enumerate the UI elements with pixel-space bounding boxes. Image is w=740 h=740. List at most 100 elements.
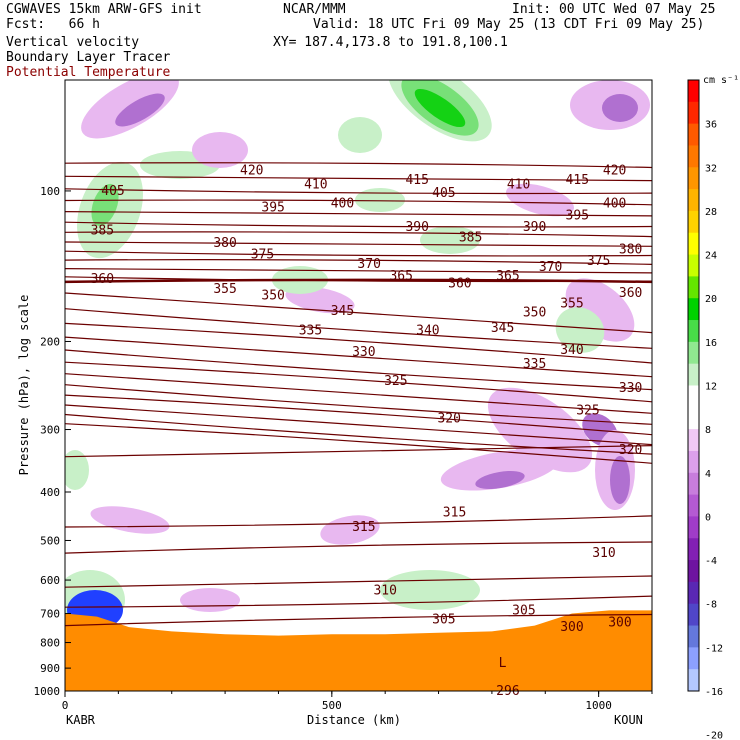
colorbar-segment [688, 189, 699, 212]
contour-label: 345 [331, 304, 354, 319]
velocity-blob [610, 456, 630, 504]
y-tick-label: 800 [40, 637, 60, 650]
colorbar-label: 12 [705, 382, 717, 393]
colorbar-label: 20 [705, 294, 717, 305]
y-tick-label: 600 [40, 574, 60, 587]
contour-label: 360 [448, 276, 471, 291]
theta-contour-line [65, 394, 652, 436]
colorbar-segment [688, 101, 699, 125]
colorbar-label: 32 [705, 163, 717, 174]
velocity-blob [65, 450, 89, 490]
colorbar-segment [688, 210, 699, 234]
x-axis-label: Distance (km) [307, 713, 401, 727]
contour-label: 380 [619, 243, 642, 258]
contour-label: 340 [416, 323, 439, 338]
contour-label: 310 [592, 546, 615, 561]
colorbar-segment [688, 625, 699, 648]
velocity-blob [320, 515, 380, 545]
y-tick-label: 1000 [34, 685, 61, 698]
theta-contour-line [65, 541, 652, 554]
y-tick-label: 700 [40, 608, 60, 621]
contour-label: 305 [512, 603, 535, 618]
colorbar-segment [688, 647, 699, 670]
contour-label: 420 [240, 163, 263, 178]
theta-contour-line [65, 349, 652, 391]
theta-contour-line [65, 188, 652, 195]
colorbar-segment [688, 581, 699, 605]
velocity-blob [355, 188, 405, 212]
contour-label: 340 [560, 343, 583, 358]
y-tick-label: 200 [40, 335, 60, 348]
theta-contour-line [65, 595, 652, 608]
contour-label: 375 [251, 247, 274, 262]
contour-label: 325 [576, 404, 599, 419]
velocity-blob [555, 307, 605, 353]
contour-label: 380 [213, 236, 236, 251]
colorbar-label: -12 [705, 643, 723, 654]
theta-contour-line [65, 211, 652, 217]
contour-label: 330 [352, 345, 375, 360]
contour-label: 390 [405, 220, 428, 235]
contour-label: L [499, 656, 507, 671]
theta-contour-labels: 420 420 410 410 415 415 405 405 400 400 395 395 390 3… [91, 163, 643, 699]
y-tick-label: 100 [40, 185, 60, 198]
contour-label: 360 [91, 272, 114, 287]
velocity-blob [90, 506, 170, 534]
colorbar-label: -16 [705, 687, 723, 698]
contour-label: 355 [560, 297, 583, 312]
colorbar-segment [688, 407, 699, 430]
contour-label: 300 [560, 620, 583, 635]
colorbar-segment [688, 560, 699, 583]
colorbar-label: 0 [705, 512, 711, 523]
theta-contour-line [65, 162, 652, 169]
contour-label: 375 [587, 254, 610, 269]
colorbar-segment [688, 538, 699, 561]
theta-contour-line [65, 175, 652, 182]
colorbar-segment [688, 363, 699, 386]
init-time: Init: 00 UTC Wed 07 May 25 [512, 2, 716, 17]
colorbar-segment [688, 494, 699, 517]
colorbar-segment [688, 145, 699, 168]
contour-label: 335 [523, 357, 546, 372]
theta-contour-line [65, 404, 652, 446]
field-potential-temperature: Potential Temperature [6, 65, 171, 80]
theta-contour-line [65, 445, 652, 458]
velocity-blob [475, 471, 525, 489]
contour-label: 345 [491, 321, 514, 336]
contour-label: 365 [496, 269, 519, 284]
velocity-blob [180, 588, 240, 612]
velocity-blob [487, 387, 593, 473]
theta-contour-line [65, 361, 652, 403]
theta-contour-line [65, 613, 652, 627]
plot-frame [64, 79, 653, 692]
velocity-blob [91, 183, 119, 227]
colorbar-label: 24 [705, 251, 717, 262]
section-coordinates: XY= 187.4,173.8 to 191.8,100.1 [273, 35, 508, 50]
y-axis-label: Pressure (hPa), log scale [17, 295, 31, 476]
contour-label: 315 [443, 506, 466, 521]
x-tick-label: 500 [322, 699, 342, 712]
terrain-fill [65, 610, 652, 691]
colorbar-segment [688, 341, 699, 365]
contour-label: 420 [603, 163, 626, 178]
velocity-blob [338, 117, 382, 153]
contour-label: 335 [299, 323, 322, 338]
y-tick-label: 900 [40, 662, 60, 675]
contour-label: 395 [566, 209, 589, 224]
theta-contour-line [65, 231, 652, 238]
contour-label: 395 [261, 201, 284, 216]
theta-contour-line [65, 241, 652, 247]
theta-contour-line [65, 384, 652, 425]
contour-label: 315 [352, 520, 375, 535]
colorbar-segment [688, 472, 699, 496]
theta-contour-line [65, 278, 652, 284]
colorbar-segment [688, 167, 699, 190]
contour-label: 365 [389, 269, 412, 284]
colorbar-segment [688, 385, 699, 408]
theta-contour-line [65, 268, 652, 274]
theta-contours [65, 162, 652, 627]
theta-contour-line [65, 423, 652, 464]
contour-label: 370 [357, 257, 380, 272]
contour-label: 355 [213, 282, 236, 297]
